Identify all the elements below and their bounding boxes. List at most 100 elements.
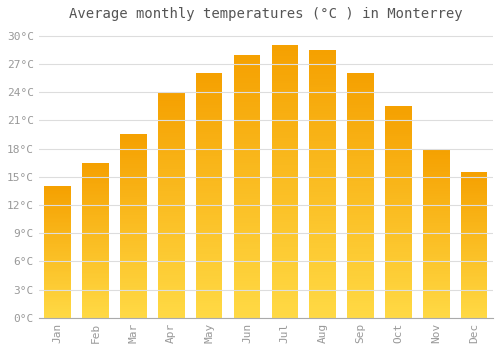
Bar	[196, 88, 222, 90]
Bar	[310, 307, 336, 310]
Bar	[310, 50, 336, 52]
Bar	[120, 230, 146, 232]
Bar	[158, 142, 184, 144]
Bar	[82, 186, 109, 188]
Bar	[461, 193, 487, 194]
Bar	[158, 266, 184, 268]
Bar	[158, 316, 184, 318]
Bar	[348, 83, 374, 85]
Bar	[82, 271, 109, 273]
Bar	[272, 236, 298, 239]
Bar	[234, 226, 260, 228]
Bar	[348, 291, 374, 294]
Bar	[272, 203, 298, 206]
Bar	[348, 130, 374, 132]
Bar	[158, 112, 184, 115]
Bar	[348, 301, 374, 303]
Bar	[158, 210, 184, 212]
Bar	[423, 269, 450, 271]
Bar	[158, 261, 184, 264]
Bar	[310, 104, 336, 106]
Bar	[348, 308, 374, 310]
Bar	[461, 216, 487, 217]
Bar	[385, 172, 411, 174]
Bar	[385, 159, 411, 161]
Bar	[82, 298, 109, 299]
Bar	[120, 279, 146, 281]
Bar	[348, 176, 374, 178]
Bar	[196, 149, 222, 152]
Bar	[120, 301, 146, 303]
Bar	[348, 215, 374, 218]
Bar	[310, 232, 336, 235]
Bar	[272, 241, 298, 244]
Bar	[234, 315, 260, 318]
Bar	[461, 252, 487, 254]
Bar	[120, 134, 146, 136]
Bar	[196, 310, 222, 313]
Bar	[44, 297, 71, 298]
Bar	[44, 282, 71, 284]
Bar	[272, 97, 298, 100]
Bar	[120, 248, 146, 250]
Bar	[385, 208, 411, 210]
Bar	[158, 101, 184, 104]
Bar	[120, 298, 146, 300]
Bar	[44, 301, 71, 302]
Bar	[423, 282, 450, 284]
Bar	[385, 282, 411, 284]
Bar	[120, 142, 146, 143]
Bar	[461, 286, 487, 287]
Bar	[348, 225, 374, 228]
Bar	[44, 240, 71, 241]
Bar	[120, 201, 146, 202]
Bar	[461, 295, 487, 296]
Bar	[234, 286, 260, 289]
Bar	[196, 198, 222, 201]
Bar	[423, 277, 450, 279]
Bar	[82, 313, 109, 315]
Bar	[272, 127, 298, 130]
Bar	[82, 259, 109, 260]
Bar	[234, 105, 260, 107]
Bar	[234, 252, 260, 255]
Bar	[272, 91, 298, 94]
Bar	[310, 157, 336, 160]
Bar	[196, 191, 222, 193]
Bar	[348, 289, 374, 291]
Bar	[461, 207, 487, 209]
Bar	[461, 262, 487, 264]
Bar	[385, 168, 411, 170]
Bar	[82, 202, 109, 203]
Bar	[348, 98, 374, 100]
Bar	[120, 188, 146, 189]
Bar	[82, 273, 109, 274]
Bar	[234, 160, 260, 162]
Bar	[234, 123, 260, 126]
Bar	[44, 268, 71, 269]
Bar	[310, 286, 336, 288]
Bar	[82, 251, 109, 253]
Bar	[461, 210, 487, 211]
Bar	[385, 261, 411, 263]
Bar	[310, 101, 336, 104]
Bar	[234, 176, 260, 178]
Bar	[423, 196, 450, 198]
Bar	[234, 231, 260, 234]
Bar	[272, 108, 298, 111]
Bar	[120, 204, 146, 206]
Bar	[196, 134, 222, 137]
Bar	[120, 199, 146, 201]
Bar	[348, 112, 374, 115]
Bar	[234, 257, 260, 260]
Bar	[272, 263, 298, 266]
Bar	[461, 211, 487, 213]
Bar	[234, 65, 260, 68]
Bar	[348, 267, 374, 269]
Bar	[44, 241, 71, 243]
Bar	[385, 295, 411, 297]
Bar	[196, 85, 222, 88]
Bar	[82, 183, 109, 184]
Bar	[461, 300, 487, 302]
Bar	[44, 218, 71, 219]
